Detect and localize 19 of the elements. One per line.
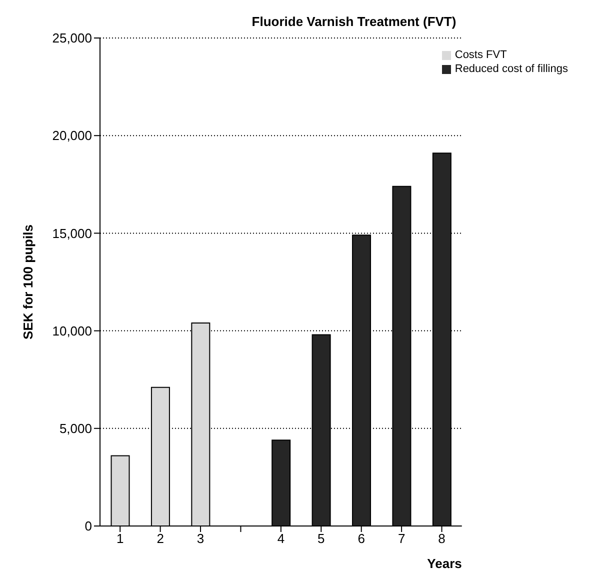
x-tick-label: 7 bbox=[398, 531, 406, 546]
y-tick-label: 5,000 bbox=[59, 421, 92, 436]
y-tick-label: 20,000 bbox=[52, 128, 92, 144]
legend-label: Costs FVT bbox=[454, 49, 507, 61]
y-tick-label: 0 bbox=[84, 518, 92, 534]
x-tick-label: 1 bbox=[116, 531, 124, 546]
x-tick-label: 3 bbox=[196, 531, 204, 546]
y-tick-label: 10,000 bbox=[52, 323, 92, 338]
x-tick-label: 2 bbox=[156, 531, 164, 546]
y-tick-label: 15,000 bbox=[52, 226, 92, 241]
legend-label: Reduced cost of fillings bbox=[454, 63, 568, 75]
y-tick-label: 25,000 bbox=[52, 30, 92, 46]
chart-title: Fluoride Varnish Treatment (FVT) bbox=[250, 14, 458, 29]
x-tick-label: 5 bbox=[318, 531, 325, 546]
x-axis-title: Years bbox=[427, 556, 462, 571]
x-tick-label: 8 bbox=[438, 531, 446, 546]
x-tick-label: 4 bbox=[277, 531, 285, 546]
y-axis-title: SEK for 100 pupils bbox=[20, 224, 36, 340]
x-tick-label: 6 bbox=[358, 531, 365, 546]
